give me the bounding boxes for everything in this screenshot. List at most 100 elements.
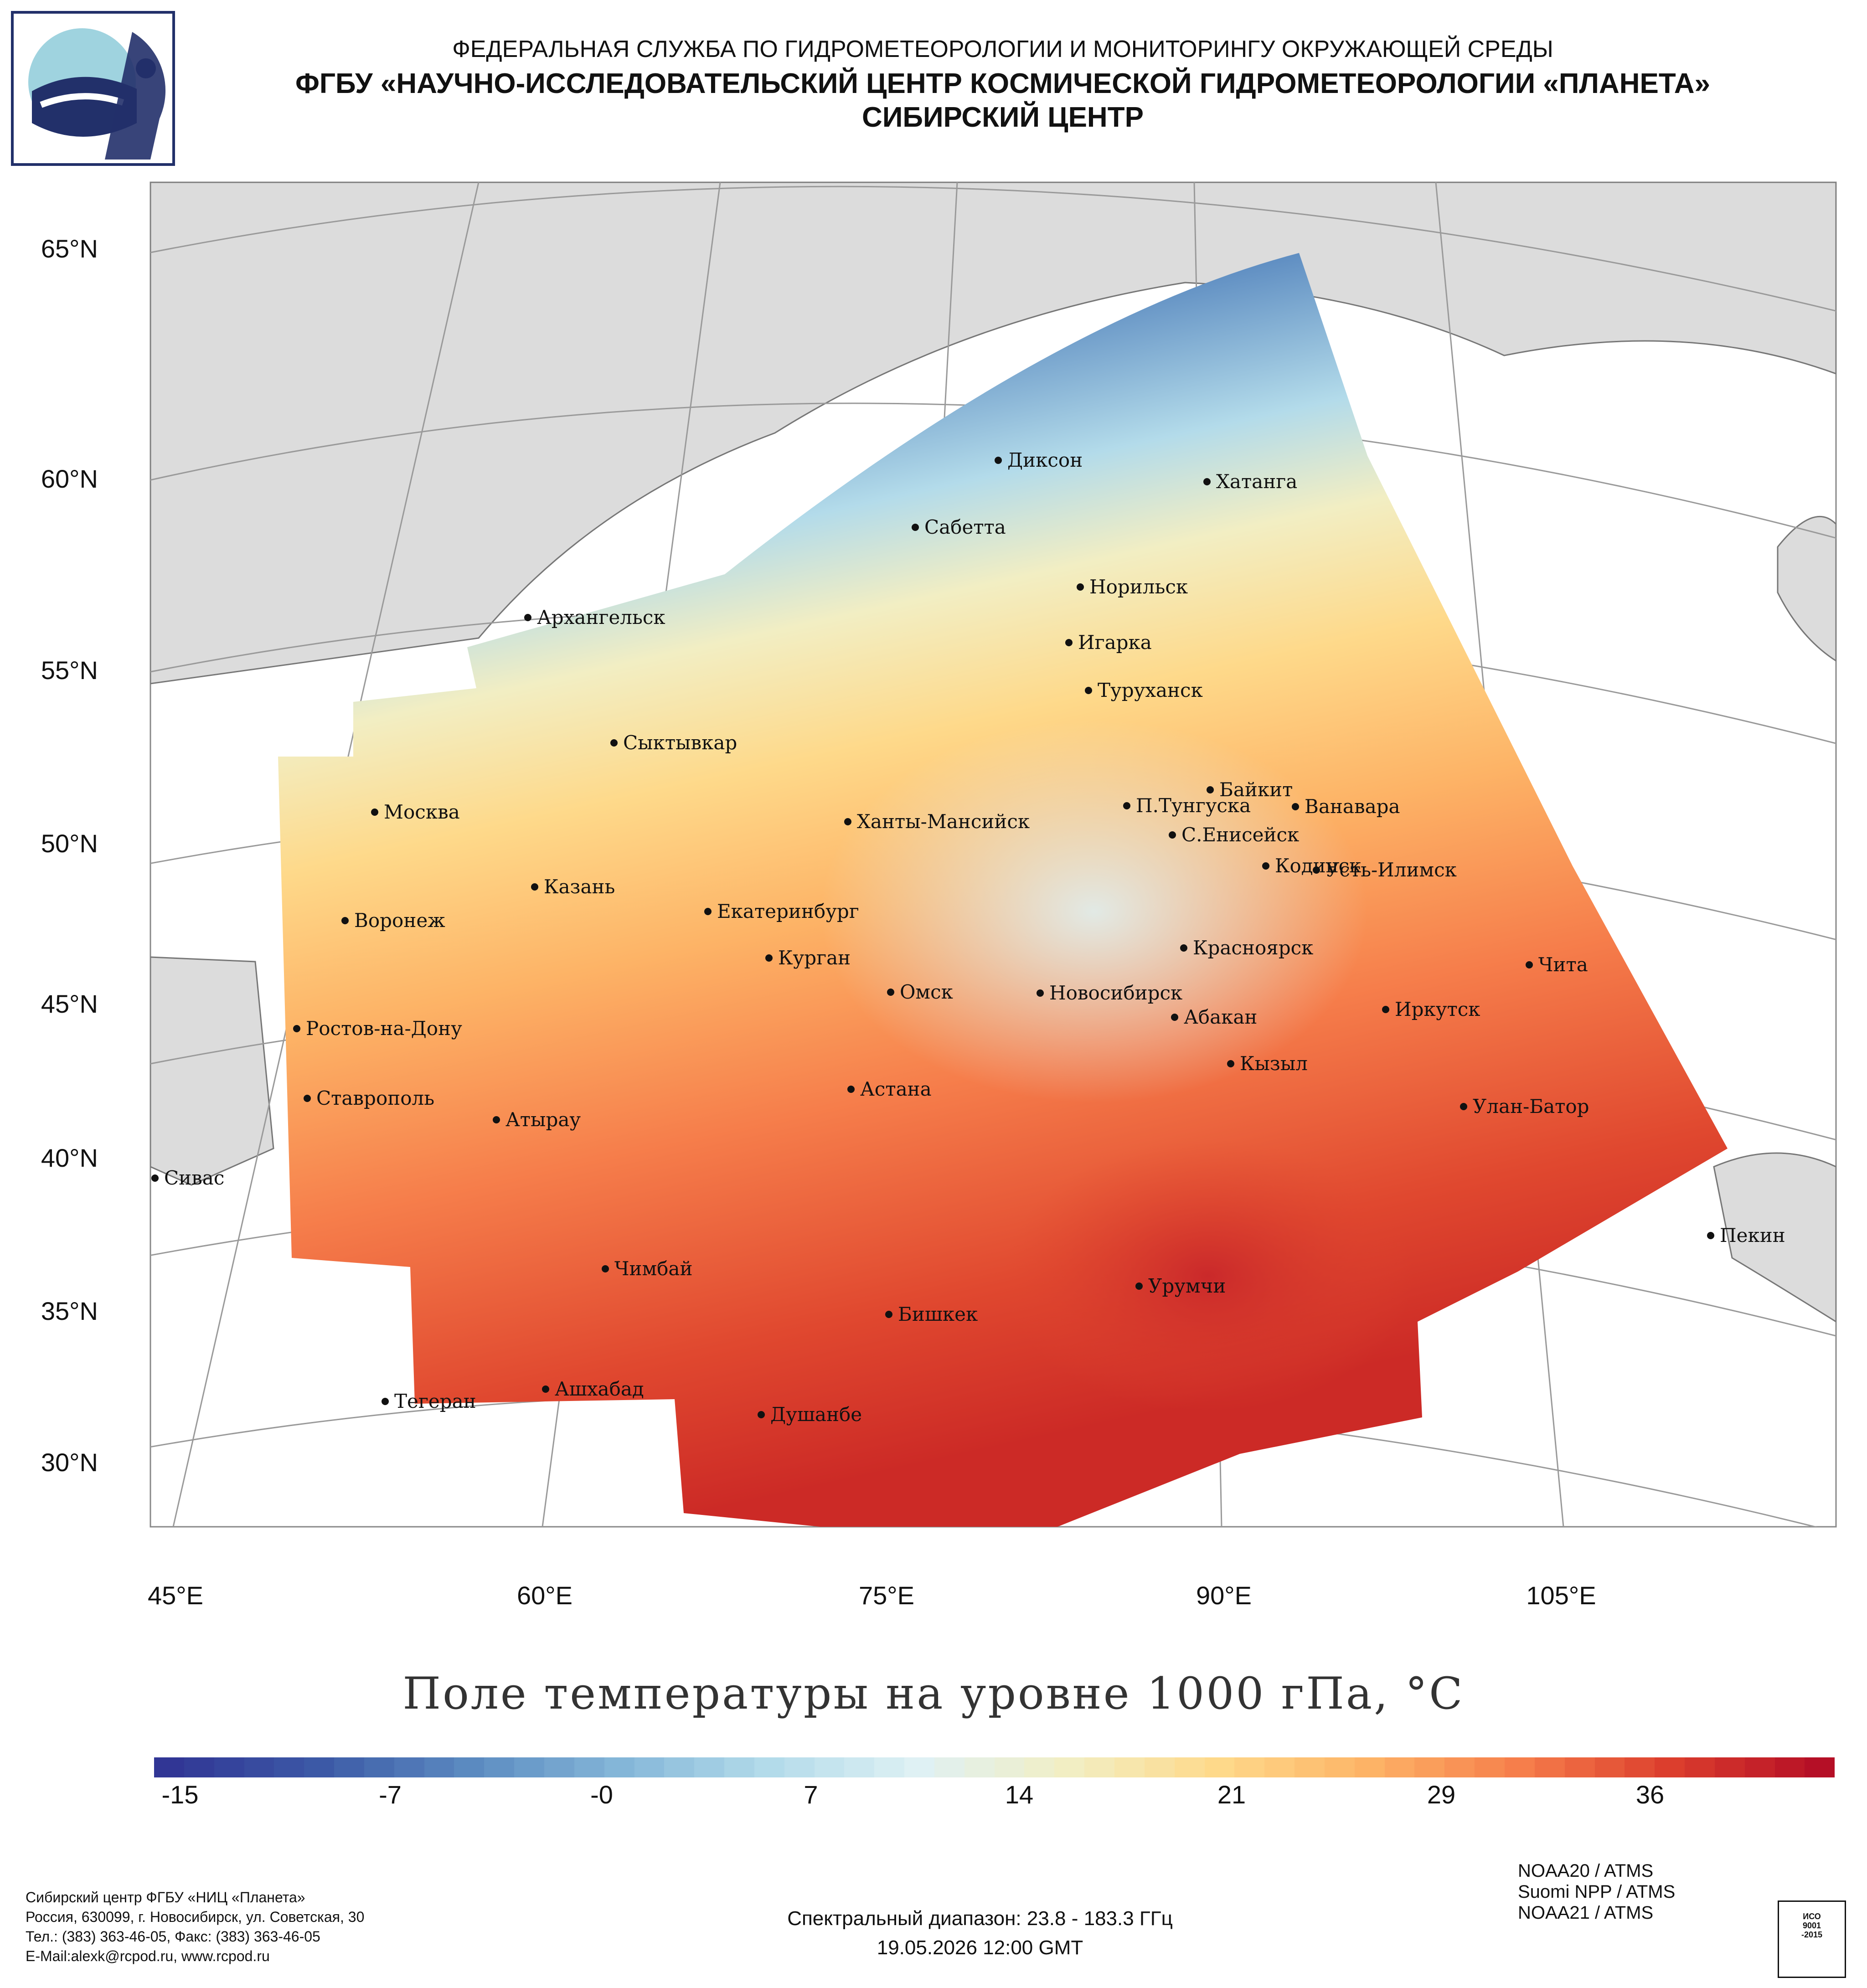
city-dot	[1037, 989, 1044, 997]
colorbar-cell	[1475, 1757, 1505, 1777]
colorbar-cell	[544, 1757, 574, 1777]
lon-label: 75°E	[859, 1581, 914, 1610]
instrument: Suomi NPP / ATMS	[1518, 1882, 1676, 1902]
city-dot	[765, 954, 773, 962]
cert-text: ИСО	[1803, 1912, 1821, 1921]
city-label: Ростов-на-Дону	[306, 1017, 462, 1040]
colorbar-cell	[304, 1757, 335, 1777]
colorbar-tick-label: 21	[1217, 1780, 1246, 1809]
colorbar-cell	[1204, 1757, 1235, 1777]
city-marker: Душанбе	[758, 1403, 862, 1426]
colorbar-tick-label: -15	[161, 1780, 199, 1809]
city-marker: Тегеран	[382, 1390, 476, 1412]
city-dot	[382, 1398, 389, 1405]
city-dot	[602, 1265, 609, 1272]
city-marker: Ашхабад	[542, 1378, 644, 1400]
city-marker: Бишкек	[885, 1303, 978, 1325]
city-label: Архангельск	[537, 606, 665, 628]
org-line: Россия, 630099, г. Новосибирск, ул. Сове…	[26, 1909, 365, 1925]
colorbar-cell	[454, 1757, 485, 1777]
city-marker: Курган	[765, 947, 851, 969]
city-dot	[1382, 1006, 1389, 1013]
colorbar-cell	[484, 1757, 515, 1777]
city-dot	[844, 818, 851, 825]
colorbar-tick-label: 7	[804, 1780, 818, 1809]
city-label: Новосибирск	[1049, 982, 1182, 1004]
city-dot	[524, 614, 531, 621]
lat-label: 50°N	[41, 829, 98, 858]
colorbar-cell	[604, 1757, 634, 1777]
city-marker: Омск	[887, 981, 953, 1003]
cool-region	[820, 720, 1367, 1103]
colorbar-cell	[844, 1757, 875, 1777]
city-dot	[1203, 478, 1211, 485]
city-marker: Хатанга	[1203, 470, 1297, 493]
lon-label: 45°E	[148, 1581, 203, 1610]
branch-title: СИБИРСКИЙ ЦЕНТР	[862, 102, 1144, 133]
city-label: Диксон	[1007, 449, 1083, 471]
city-label: Игарка	[1078, 631, 1152, 654]
colorbar-tick-label: -0	[590, 1780, 613, 1809]
city-label: Кызыл	[1240, 1052, 1308, 1075]
instruments-list: NOAA20 / ATMS Suomi NPP / ATMS NOAA21 / …	[1518, 1860, 1675, 1923]
colorbar-tick-label: 36	[1635, 1780, 1665, 1809]
city-marker: Новосибирск	[1037, 982, 1182, 1004]
city-marker: Урумчи	[1135, 1275, 1226, 1297]
colorbar-cell	[514, 1757, 544, 1777]
observation-datetime: 19.05.2026 12:00 GMT	[877, 1936, 1083, 1959]
lat-label: 30°N	[41, 1448, 98, 1477]
lat-labels: 65°N 60°N 55°N 50°N 45°N 40°N 35°N 30°N	[41, 234, 98, 1477]
city-dot	[704, 908, 712, 915]
city-label: Туруханск	[1098, 679, 1203, 701]
colorbar-cell	[274, 1757, 304, 1777]
lon-labels: 45°E 60°E 75°E 90°E 105°E	[148, 1581, 1596, 1610]
colorbar-cell	[1444, 1757, 1475, 1777]
city-label: Улан-Батор	[1473, 1095, 1589, 1118]
city-marker: Кызыл	[1227, 1052, 1308, 1075]
city-marker: Абакан	[1171, 1006, 1257, 1028]
city-label: Красноярск	[1193, 937, 1313, 959]
city-label: Душанбе	[770, 1403, 862, 1426]
city-label: Астана	[860, 1078, 932, 1100]
colorbar-cell	[874, 1757, 905, 1777]
colorbar-cell	[694, 1757, 725, 1777]
lat-label: 60°N	[41, 464, 98, 493]
city-label: Воронеж	[354, 909, 445, 932]
colorbar-cell	[1054, 1757, 1085, 1777]
city-dot	[1227, 1060, 1234, 1067]
city-marker: Ростов-на-Дону	[293, 1017, 462, 1040]
city-dot	[1180, 944, 1187, 952]
cert-text: -2015	[1801, 1930, 1823, 1939]
colorbar-cell	[394, 1757, 424, 1777]
instrument: NOAA21 / ATMS	[1518, 1903, 1654, 1923]
spectral-range: Спектральный диапазон: 23.8 - 183.3 ГГц	[787, 1907, 1173, 1930]
lat-label: 45°N	[41, 989, 98, 1018]
city-dot	[1123, 802, 1130, 809]
org-line: Сибирский центр ФГБУ «НИЦ «Планета»	[26, 1889, 305, 1906]
city-dot	[531, 883, 538, 891]
center-title: ФГБУ «НАУЧНО-ИССЛЕДОВАТЕЛЬСКИЙ ЦЕНТР КОС…	[295, 68, 1711, 99]
city-label: Усть-Илимск	[1325, 859, 1457, 881]
city-marker: Сыктывкар	[610, 731, 737, 754]
city-label: С.Енисейск	[1181, 824, 1299, 846]
city-label: Тегеран	[394, 1390, 476, 1412]
city-label: Ванавара	[1305, 795, 1400, 818]
colorbar-cell	[1084, 1757, 1114, 1777]
colorbar-cell	[334, 1757, 364, 1777]
city-dot	[1313, 866, 1320, 874]
city-dot	[610, 739, 618, 747]
city-markers: Диксон Хатанга Сабетта Норильск Архангельск И…	[151, 449, 1785, 1426]
city-label: Омск	[900, 981, 953, 1003]
warm-region	[1003, 1139, 1413, 1413]
city-dot	[371, 809, 378, 816]
city-dot	[847, 1086, 855, 1093]
city-label: Курган	[778, 947, 851, 969]
city-label: П.Тунгуска	[1136, 794, 1251, 817]
colorbar-cell	[634, 1757, 665, 1777]
colorbar-cell	[964, 1757, 995, 1777]
city-marker: Игарка	[1065, 631, 1152, 654]
city-dot	[1169, 831, 1176, 839]
city-dot	[304, 1095, 311, 1102]
cert-text: 9001	[1802, 1921, 1821, 1930]
iso-certificate-badge: ИСО 9001 -2015	[1778, 1900, 1846, 1978]
